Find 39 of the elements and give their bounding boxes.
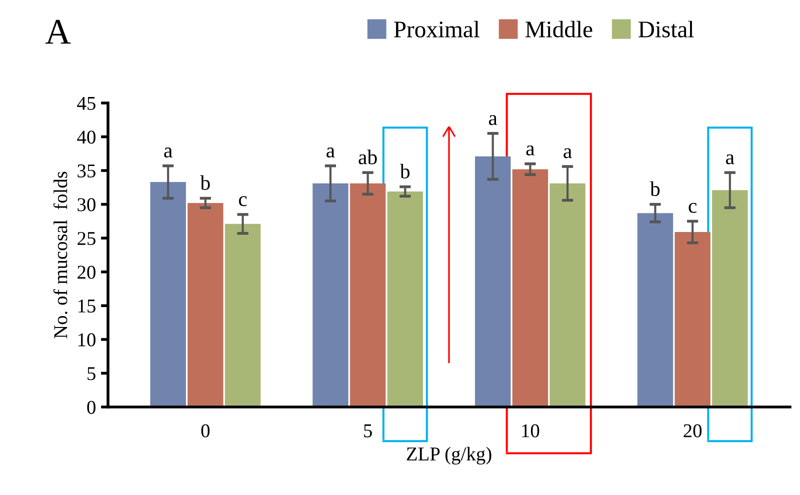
legend-label: Distal (638, 20, 694, 38)
bar (637, 213, 674, 407)
y-tick-label: 20 (78, 266, 96, 279)
x-tick-label: 5 (364, 424, 372, 438)
x-axis-title: ZLP (g/kg) (406, 446, 492, 465)
x-tick-label: 20 (684, 424, 702, 438)
y-tick-label: 25 (78, 232, 96, 246)
x-tick-label: 0 (201, 424, 210, 438)
y-axis-title: No. of mucosal folds (53, 172, 68, 338)
data-label: b (200, 175, 210, 190)
data-label: a (488, 115, 498, 126)
y-tick-label: 45 (77, 96, 96, 110)
x-tick-label: 10 (522, 424, 540, 438)
y-tick-label: 35 (78, 164, 96, 178)
chart-title: A (45, 20, 71, 44)
bar (150, 182, 186, 407)
legend-label: Proximal (394, 20, 480, 38)
data-label: a (326, 148, 335, 158)
bar (224, 224, 261, 407)
data-label: a (164, 148, 172, 158)
bar (188, 202, 224, 407)
y-tick-label: 30 (78, 198, 96, 212)
y-tick-label: 40 (77, 130, 96, 144)
bar (512, 169, 548, 407)
y-tick-label: 15 (78, 300, 96, 313)
data-label: a (526, 146, 535, 156)
data-label: a (564, 148, 572, 158)
y-tick-label: 10 (78, 333, 96, 346)
bar (550, 183, 586, 407)
data-label: b (400, 164, 410, 178)
y-tick-label: 5 (88, 367, 96, 380)
bar (312, 183, 348, 407)
data-label: b (650, 181, 660, 196)
data-label: a (726, 154, 734, 164)
data-label: ab (358, 150, 377, 164)
data-label: c (238, 196, 247, 206)
legend-label: Middle (525, 20, 592, 38)
data-label: c (688, 202, 697, 213)
y-tick-label: 0 (87, 400, 96, 414)
